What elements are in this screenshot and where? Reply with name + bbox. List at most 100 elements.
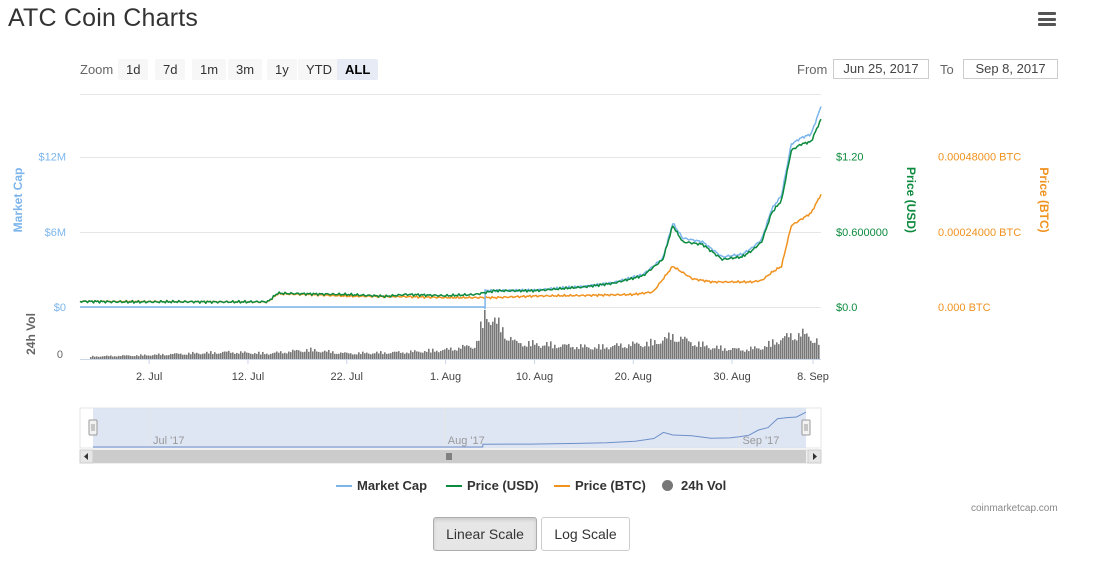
volume-bar xyxy=(406,352,408,359)
volume-bar xyxy=(710,349,712,359)
volume-bar xyxy=(168,355,170,359)
volume-bar xyxy=(422,352,424,359)
volume-bar xyxy=(366,352,368,359)
range-from-input[interactable]: Jun 25, 2017 xyxy=(833,59,929,79)
volume-bar xyxy=(646,341,648,359)
range-to-input[interactable]: Sep 8, 2017 xyxy=(963,59,1058,79)
volume-bar xyxy=(788,337,790,359)
price-chart[interactable]: $0 $6M $12M Market Cap $0.0 $0.600000 $1.20 Pri… xyxy=(0,0,1103,470)
zoom-button-ytd[interactable]: YTD xyxy=(298,59,340,80)
hamburger-menu-icon[interactable] xyxy=(1038,12,1056,26)
legend-item-market-cap[interactable]: Market Cap xyxy=(336,478,427,493)
volume-bar xyxy=(238,353,240,359)
volume-bar xyxy=(302,352,304,359)
volume-bar xyxy=(502,327,504,359)
volume-bar xyxy=(546,342,548,359)
volume-bar xyxy=(390,353,392,359)
volume-bar xyxy=(804,334,806,359)
volume-bar xyxy=(568,343,570,359)
volume-bar xyxy=(340,352,342,359)
volume-bar xyxy=(570,347,572,359)
volume-bar xyxy=(556,348,558,359)
volume-bar xyxy=(474,347,476,359)
navigator-selection[interactable] xyxy=(93,408,806,448)
legend-item-24h-vol[interactable]: 24h Vol xyxy=(662,478,726,493)
navigator[interactable]: Jul '17 Aug '17 Sep '17 xyxy=(79,407,822,449)
gridlines xyxy=(80,94,821,364)
volume-bar xyxy=(632,341,634,359)
volume-bar xyxy=(786,333,788,359)
volume-bar xyxy=(690,342,692,359)
price-usd-tick-label: $0.0 xyxy=(836,302,857,314)
volume-bar xyxy=(172,354,174,359)
market-cap-tick-label: $0 xyxy=(54,302,66,314)
volume-bar xyxy=(486,319,488,359)
log-scale-button[interactable]: Log Scale xyxy=(541,517,630,551)
volume-bar xyxy=(550,341,552,359)
zoom-button-7d[interactable]: 7d xyxy=(155,59,186,80)
linear-scale-button[interactable]: Linear Scale xyxy=(433,517,537,551)
navigator-tick-label: Aug '17 xyxy=(448,435,485,447)
credit-link[interactable]: coinmarketcap.com xyxy=(971,503,1058,514)
volume-bar xyxy=(580,344,582,359)
volume-bar xyxy=(112,356,114,359)
volume-bar xyxy=(372,353,374,359)
navigator-handle-right[interactable] xyxy=(801,419,811,436)
volume-bar xyxy=(212,354,214,359)
legend-label-24h-vol: 24h Vol xyxy=(681,478,727,493)
volume-bar xyxy=(268,354,270,359)
volume-bar xyxy=(540,347,542,359)
scrollbar[interactable] xyxy=(79,449,822,464)
volume-bar xyxy=(210,351,212,359)
volume-bar xyxy=(600,349,602,359)
volume-bar xyxy=(512,340,514,359)
zoom-button-1m[interactable]: 1m xyxy=(192,59,227,80)
volume-bar xyxy=(106,355,108,359)
volume-bar xyxy=(292,349,294,359)
volume-bar xyxy=(636,342,638,359)
volume-bar xyxy=(288,351,290,359)
volume-bar xyxy=(208,353,210,359)
volume-bar xyxy=(574,349,576,359)
volume-bar xyxy=(708,348,710,359)
volume-bar xyxy=(782,338,784,359)
volume-bar xyxy=(420,352,422,359)
volume-bar xyxy=(658,344,660,359)
volume-bar xyxy=(774,344,776,359)
volume-bar xyxy=(250,353,252,359)
scrollbar-left-arrow-icon xyxy=(84,453,88,460)
volume-bar xyxy=(92,355,94,359)
volume-bar xyxy=(698,341,700,359)
volume-bar xyxy=(520,343,522,359)
volume-bar xyxy=(230,352,232,359)
volume-bar xyxy=(374,353,376,359)
volume-bar xyxy=(472,348,474,359)
volume-bar xyxy=(434,351,436,359)
volume-bar xyxy=(544,345,546,359)
volume-bar xyxy=(654,340,656,359)
volume-bar xyxy=(170,353,172,359)
volume-bar xyxy=(754,346,756,359)
zoom-button-3m[interactable]: 3m xyxy=(228,59,263,80)
legend-item-price-btc[interactable]: Price (BTC) xyxy=(554,478,646,493)
volume-bar xyxy=(818,344,820,359)
volume-bar xyxy=(436,350,438,359)
zoom-button-all[interactable]: ALL xyxy=(337,59,379,80)
volume-bar xyxy=(802,328,804,359)
x-tick-label: 22. Jul xyxy=(331,371,363,383)
volume-bar xyxy=(696,346,698,359)
volume-bar xyxy=(312,351,314,359)
volume-bar xyxy=(674,341,676,359)
zoom-button-1d[interactable]: 1d xyxy=(118,59,149,80)
legend-item-price-usd[interactable]: Price (USD) xyxy=(446,478,539,493)
volume-bar xyxy=(470,347,472,359)
zoom-button-1y[interactable]: 1y xyxy=(267,59,297,80)
volume-bar xyxy=(438,352,440,359)
volume-bar xyxy=(724,348,726,359)
volume-bar xyxy=(132,356,134,359)
legend-label-market-cap: Market Cap xyxy=(357,478,428,493)
navigator-handle-left[interactable] xyxy=(88,419,98,436)
volume-bar xyxy=(404,353,406,359)
volume-bar xyxy=(354,354,356,359)
volume-tick-label: 0 xyxy=(57,349,63,361)
